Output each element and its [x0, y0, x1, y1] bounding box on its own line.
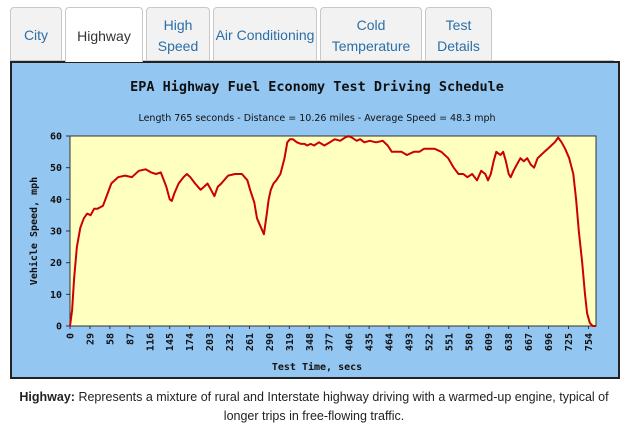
chart-frame: EPA Highway Fuel Economy Test Driving Sc…: [10, 61, 620, 379]
driving-schedule-chart: EPA Highway Fuel Economy Test Driving Sc…: [28, 79, 597, 373]
x-tick-label: 348: [305, 333, 316, 351]
y-axis-label: Vehicle Speed, mph: [28, 177, 40, 285]
y-axis: 0 10 20 30 40 50 60: [50, 132, 70, 333]
x-tick-label: 319: [285, 333, 296, 351]
tab-test-details[interactable]: Test Details: [425, 7, 492, 61]
speed-series-line: [69, 135, 596, 327]
x-tick-label: 522: [424, 333, 435, 351]
tab-divider: [10, 60, 614, 61]
tab-city[interactable]: City: [10, 7, 62, 61]
x-tick-label: 435: [365, 333, 376, 351]
x-tick-label: 0: [66, 333, 77, 339]
y-tick-label: 50: [50, 163, 62, 174]
x-tick-label: 696: [544, 333, 555, 351]
tab-cold-temperature[interactable]: Cold Temperature: [320, 7, 422, 61]
y-tick-label: 0: [56, 322, 62, 333]
x-tick-label: 406: [345, 333, 356, 351]
x-tick-label: 464: [385, 333, 396, 351]
x-tick-label: 667: [524, 333, 535, 351]
y-tick-label: 60: [50, 132, 62, 143]
x-tick-label: 493: [404, 333, 415, 351]
plot-area: [69, 135, 597, 327]
chart-title: EPA Highway Fuel Economy Test Driving Sc…: [130, 79, 504, 95]
x-axis: 0 29 58 87 116 145 174 203 232 261 290 319 348 377 406…: [66, 326, 595, 351]
x-tick-label: 609: [484, 333, 495, 351]
x-tick-label: 174: [185, 333, 196, 351]
caption-term: Highway:: [19, 390, 75, 404]
x-tick-label: 87: [125, 333, 136, 345]
chart-caption: Highway: Represents a mixture of rural a…: [6, 388, 622, 426]
tab-bar: City Highway High Speed Air Conditioning…: [10, 7, 620, 63]
y-tick-label: 10: [50, 290, 62, 301]
x-tick-label: 145: [165, 333, 176, 351]
x-tick-label: 290: [265, 333, 276, 351]
x-tick-label: 29: [85, 333, 96, 345]
x-tick-label: 232: [225, 333, 236, 351]
x-tick-label: 754: [584, 333, 595, 351]
y-tick-label: 20: [50, 258, 62, 269]
x-axis-label: Test Time, secs: [272, 361, 362, 373]
y-tick-label: 30: [50, 227, 62, 238]
x-tick-label: 725: [564, 333, 575, 351]
chart-subtitle: Length 765 seconds - Distance = 10.26 mi…: [138, 113, 495, 124]
x-tick-label: 638: [504, 333, 515, 351]
tab-high-speed[interactable]: High Speed: [146, 7, 210, 61]
x-tick-label: 377: [325, 333, 336, 351]
tab-air-conditioning[interactable]: Air Conditioning: [213, 7, 317, 61]
x-tick-label: 116: [145, 333, 156, 351]
caption-text: Represents a mixture of rural and Inters…: [78, 390, 609, 423]
x-tick-label: 203: [205, 333, 216, 351]
x-tick-label: 551: [444, 333, 455, 351]
x-tick-label: 58: [105, 333, 116, 345]
tab-highway[interactable]: Highway: [65, 7, 143, 62]
x-tick-label: 580: [464, 333, 475, 351]
x-tick-label: 261: [245, 333, 256, 351]
y-tick-label: 40: [50, 195, 62, 206]
